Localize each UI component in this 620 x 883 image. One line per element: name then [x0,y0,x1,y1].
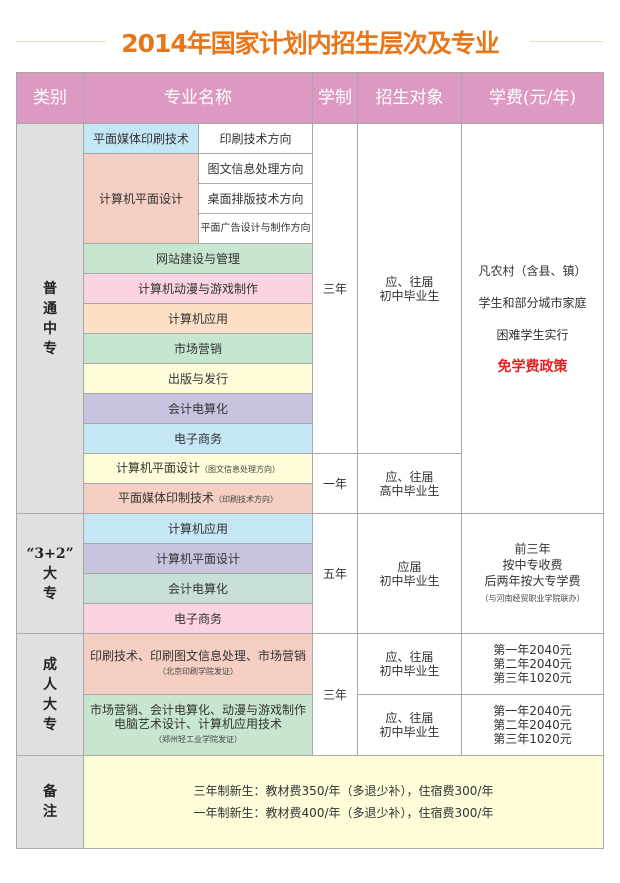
header-duration: 学制 [312,72,358,124]
major-cell: 出版与发行 [83,363,313,394]
direction-cell: 印刷技术方向 [198,123,313,154]
direction-cell: 图文信息处理方向 [198,153,313,184]
major-cell: 计算机动漫与游戏制作 [83,273,313,304]
enrollment-table: 类别 专业名称 学制 招生对象 学费(元/年) 普通中专 平面媒体印刷技术 印刷… [16,72,604,849]
major-cell: 印刷技术、印刷图文信息处理、市场营销 （北京印刷学院发证） [83,633,313,695]
direction-cell: 桌面排版技术方向 [198,183,313,214]
direction-cell: 平面广告设计与制作方向 [198,213,313,244]
fee-cell: 前三年 按中专收费 后两年按大专学费 （与河南经贸职业学院联办） [461,513,604,634]
major-cell: 电子商务 [83,423,313,454]
category-notes: 备注 [16,755,84,849]
major-cell: 平面媒体印制技术（印刷技术方向） [83,483,313,514]
category-zhongzhuan: 普通中专 [16,123,84,514]
major-cell: 计算机应用 [83,513,313,544]
divider [530,41,603,42]
target-cell: 应、往届 初中毕业生 [357,123,462,454]
duration-cell: 三年 [312,123,358,454]
fee-cell: 第一年2040元 第二年2040元 第三年1020元 [461,633,604,695]
major-cell: 计算机平面设计 [83,153,199,244]
header-row: 类别 专业名称 学制 招生对象 学费(元/年) [16,72,604,124]
category-chengren: 成人大专 [16,633,84,756]
target-cell: 应、往届 高中毕业生 [357,453,462,514]
fee-cell: 凡农村（含县、镇） 学生和部分城市家庭 困难学生实行 免学费政策 [461,123,604,514]
header-major: 专业名称 [83,72,313,124]
major-cell: 计算机平面设计 [83,543,313,574]
duration-cell: 三年 [312,633,358,756]
major-cell: 会计电算化 [83,393,313,424]
major-cell: 市场营销 [83,333,313,364]
duration-cell: 一年 [312,453,358,514]
target-cell: 应、往届 初中毕业生 [357,694,462,756]
major-cell: 平面媒体印刷技术 [83,123,199,154]
page-title: 2014年国家计划内招生层次及专业 [121,29,500,58]
category-dazhuan: “3+2” 大专 [16,513,84,634]
title-bar: 2014年国家计划内招生层次及专业 [0,22,620,62]
target-cell: 应、往届 初中毕业生 [357,633,462,695]
fee-highlight: 免学费政策 [497,358,568,375]
notes-cell: 三年制新生：教材费350/年（多退少补），住宿费300/年 一年制新生：教材费40… [83,755,604,849]
header-fee: 学费(元/年) [461,72,604,124]
major-cell: 电子商务 [83,603,313,634]
target-cell: 应届 初中毕业生 [357,513,462,634]
major-cell: 计算机应用 [83,303,313,334]
major-cell: 网站建设与管理 [83,243,313,274]
header-target: 招生对象 [357,72,462,124]
header-category: 类别 [16,72,84,124]
major-cell: 市场营销、会计电算化、动漫与游戏制作 电脑艺术设计、计算机应用技术 （郑州轻工业学院… [83,694,313,756]
duration-cell: 五年 [312,513,358,634]
divider [16,41,106,42]
major-cell: 计算机平面设计（图文信息处理方向） [83,453,313,484]
major-cell: 会计电算化 [83,573,313,604]
fee-cell: 第一年2040元 第二年2040元 第三年1020元 [461,694,604,756]
